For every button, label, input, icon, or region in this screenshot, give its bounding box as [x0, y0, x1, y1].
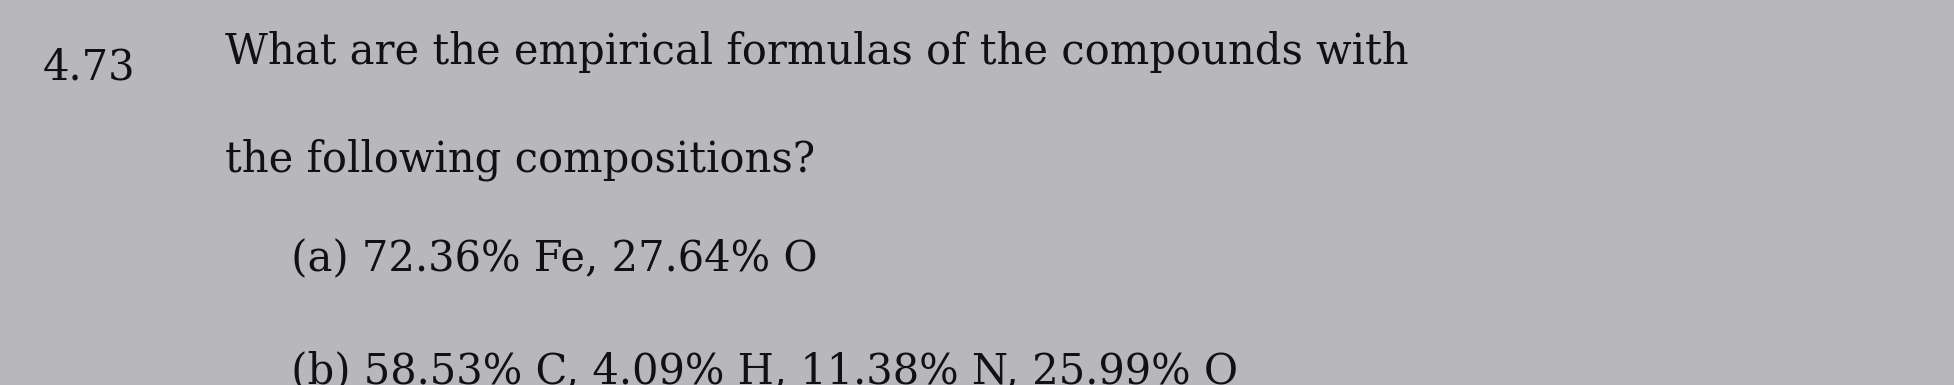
Text: (b) 58.53% C, 4.09% H, 11.38% N, 25.99% O: (b) 58.53% C, 4.09% H, 11.38% N, 25.99% …: [225, 350, 1237, 385]
Text: What are the empirical formulas of the compounds with: What are the empirical formulas of the c…: [225, 31, 1409, 73]
Text: 4.73: 4.73: [43, 46, 135, 88]
Text: (a) 72.36% Fe, 27.64% O: (a) 72.36% Fe, 27.64% O: [225, 239, 817, 281]
Text: the following compositions?: the following compositions?: [225, 139, 815, 181]
